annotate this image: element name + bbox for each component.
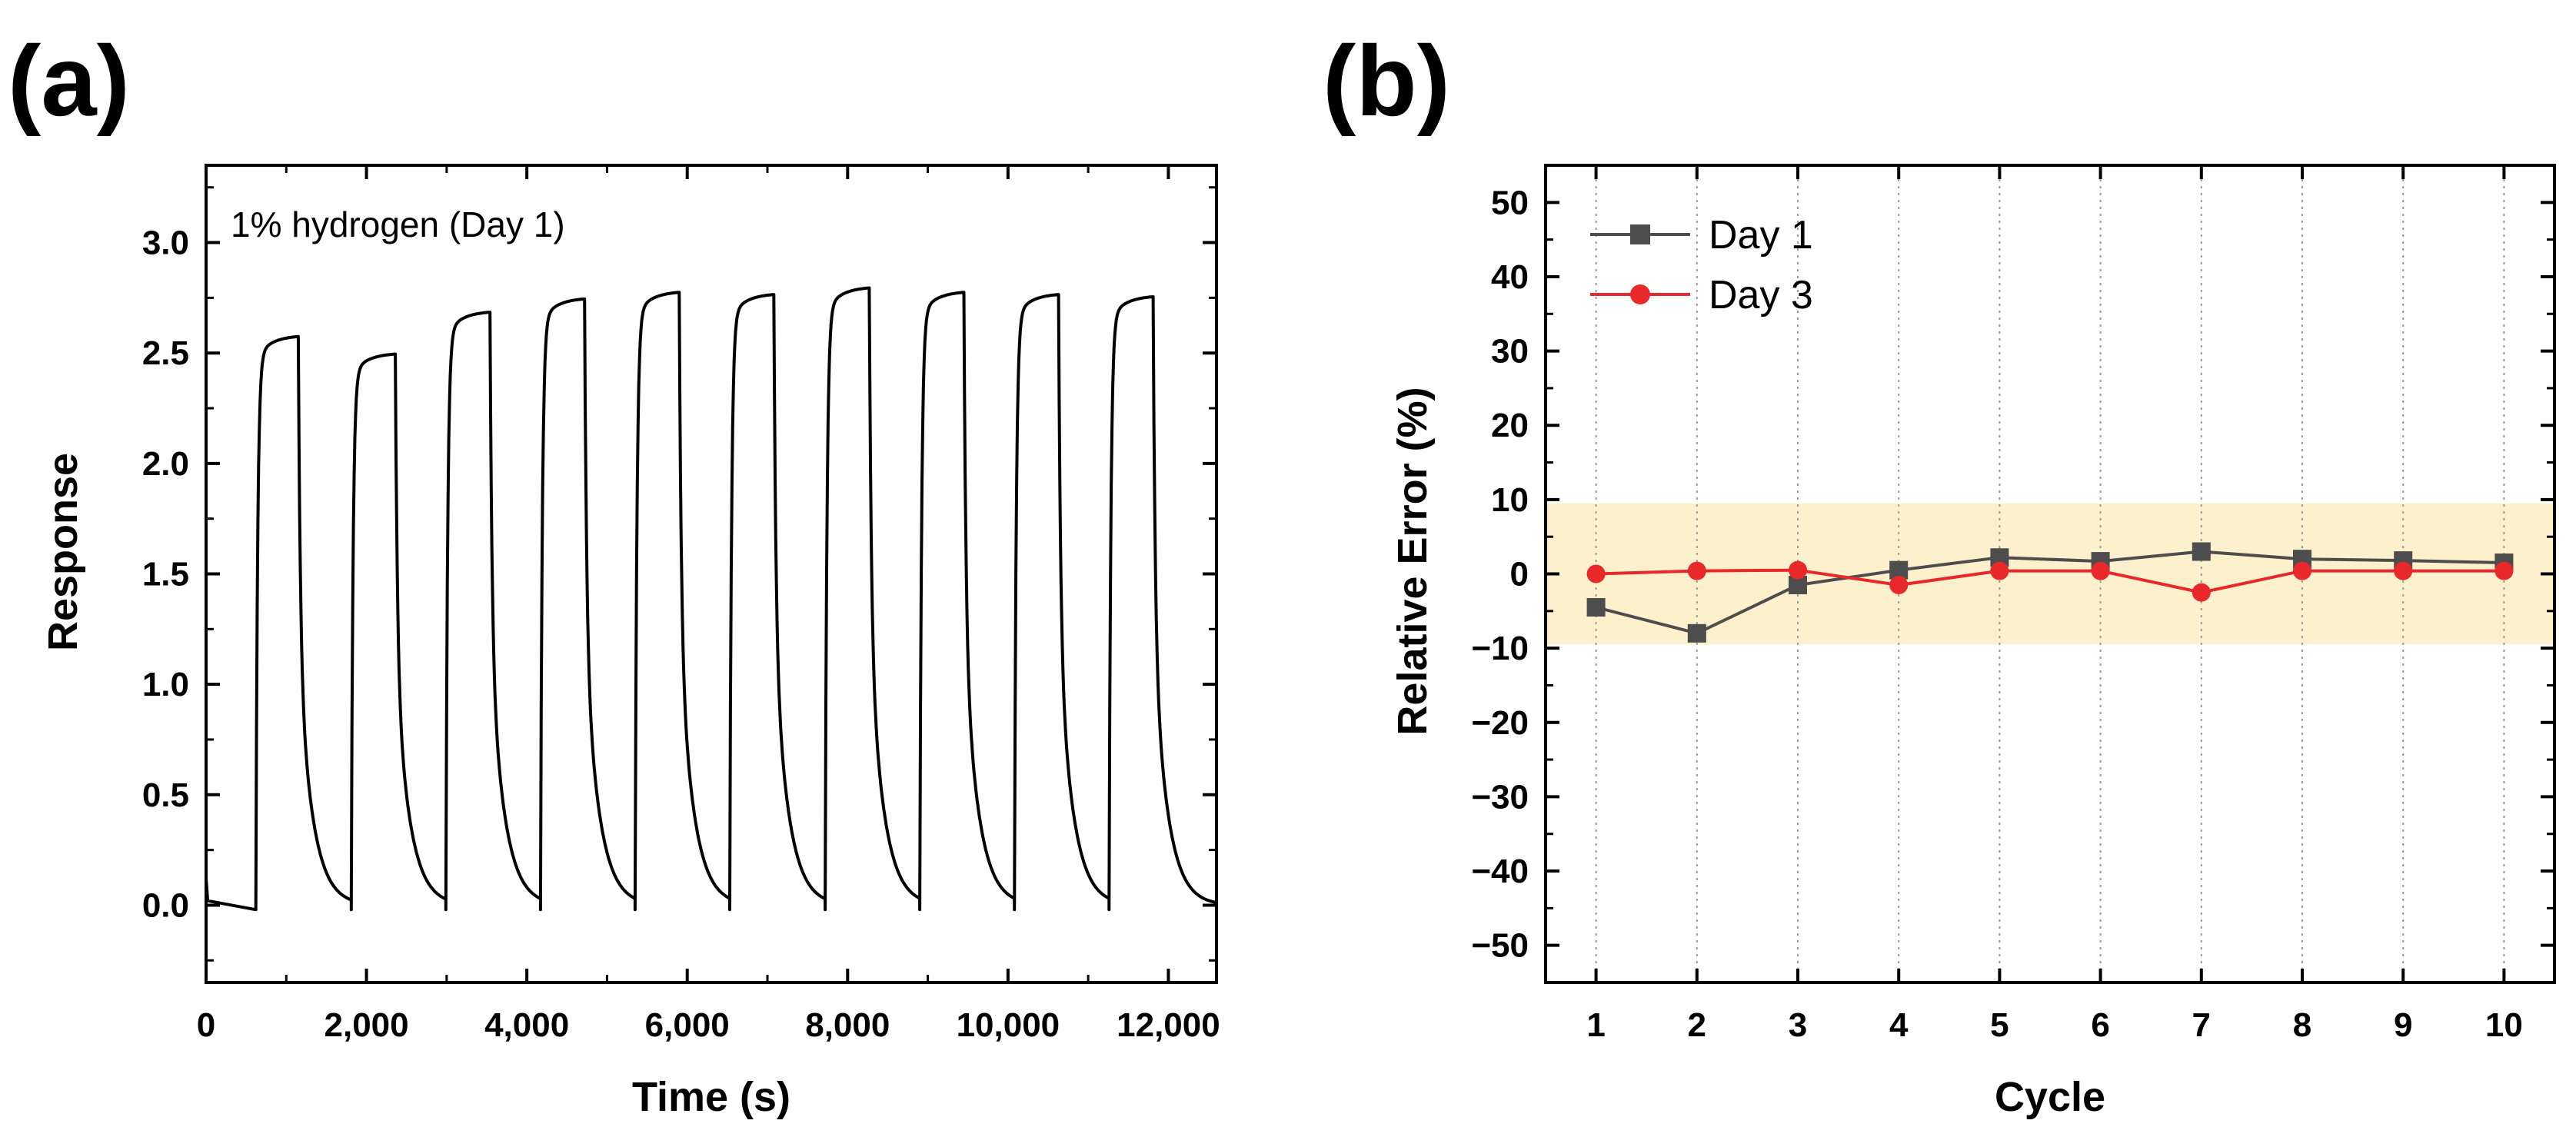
series-day3-point: [2192, 583, 2211, 602]
chart-a-x-tick-label: 10,000: [957, 1006, 1060, 1044]
chart-b-x-tick-label: 3: [1789, 1006, 1807, 1044]
chart-b-ticks: 1 2 3 4 5 6 7 8 9 10 −50 −40 −30 −20 −10 0 10 20 30 40 50: [1471, 165, 2554, 1044]
chart-b-x-tick-label: 5: [1990, 1006, 2009, 1044]
chart-b-y-tick-label: 10: [1491, 481, 1529, 519]
chart-a-y-tick-label: 2.0: [142, 445, 189, 483]
chart-b-y-tick-label: 40: [1491, 258, 1529, 296]
chart-b-x-tick-label: 1: [1586, 1006, 1605, 1044]
panel-a-label: (a): [8, 25, 130, 137]
chart-a-response-line: [205, 286, 1217, 912]
chart-a-ticks: 0 2,000 4,000 6,000 8,000 10,000 12,000 0.0 0.5 1…: [142, 165, 1220, 1044]
chart-a-y-tick-label: 0.5: [142, 776, 189, 814]
legend-day1-marker: [1630, 224, 1650, 244]
chart-b-tolerance-band: [1546, 503, 2554, 645]
chart-b-legend: Day 1 Day 3: [1590, 213, 1813, 317]
chart-a-annotation: 1% hydrogen (Day 1): [231, 204, 565, 244]
chart-a-x-tick-label: 4,000: [484, 1006, 569, 1044]
chart-b-x-tick-label: 10: [2485, 1006, 2523, 1044]
series-day3-point: [1687, 561, 1706, 580]
series-day1-line: [1596, 550, 2504, 635]
chart-a-x-tick-label: 2,000: [324, 1006, 409, 1044]
chart-b-y-tick-label: 50: [1491, 184, 1529, 221]
chart-b-y-tick-label: −30: [1471, 778, 1529, 816]
series-day3-point: [2091, 561, 2110, 580]
series-day1-point: [1687, 623, 1706, 643]
chart-a-x-tick-label: 8,000: [805, 1006, 890, 1044]
chart-b-x-tick-label: 8: [2293, 1006, 2311, 1044]
series-day3-point: [2494, 561, 2514, 580]
chart-a-y-tick-label: 0.0: [142, 886, 189, 924]
chart-a-y-tick-label: 2.5: [142, 334, 189, 372]
legend-day3-label: Day 3: [1709, 273, 1813, 317]
chart-b: 1 2 3 4 5 6 7 8 9 10 −50 −40 −30 −20 −10 0 10 20 30 40 50 Da…: [1390, 164, 2556, 1120]
chart-a-y-tick-label: 1.5: [142, 556, 189, 593]
chart-b-x-tick-label: 2: [1688, 1006, 1706, 1044]
series-day1-point: [2192, 542, 2211, 561]
chart-a-x-tick-label: 12,000: [1117, 1006, 1220, 1044]
chart-b-y-tick-label: 30: [1491, 333, 1529, 371]
chart-b-y-tick-label: 20: [1491, 407, 1529, 444]
chart-a: 1% hydrogen (Day 1) 0 2,000 4,000 6,000 8,00…: [40, 164, 1220, 1120]
series-day3-point: [2394, 561, 2413, 580]
chart-a-y-tick-label: 1.0: [142, 666, 189, 703]
series-day3-line: [1596, 568, 2504, 594]
chart-b-x-tick-label: 9: [2394, 1006, 2412, 1044]
chart-b-y-tick-label: −10: [1471, 630, 1529, 667]
legend-day1-label: Day 1: [1709, 213, 1813, 258]
chart-b-y-axis-title: Relative Error (%): [1390, 387, 1436, 735]
series-day3-point: [2293, 561, 2311, 580]
series-day3-point: [1990, 561, 2009, 580]
chart-b-series: [1586, 542, 2514, 643]
chart-b-x-tick-label: 7: [2192, 1006, 2211, 1044]
chart-a-y-axis-title: Response: [40, 453, 86, 651]
panel-b-label: (b): [1323, 25, 1450, 137]
chart-a-x-tick-label: 0: [197, 1006, 215, 1044]
chart-b-y-tick-label: −50: [1471, 927, 1529, 965]
chart-b-y-tick-label: −20: [1471, 704, 1529, 742]
series-day3-point: [1889, 575, 1909, 594]
series-day1-point: [1586, 597, 1606, 617]
legend-day3-marker: [1630, 284, 1650, 304]
chart-b-y-tick-label: −40: [1471, 853, 1529, 890]
chart-a-y-tick-label: 3.0: [142, 224, 189, 262]
series-day3-point: [1586, 564, 1606, 583]
series-day3-point: [1789, 560, 1807, 580]
chart-b-x-tick-label: 6: [2091, 1006, 2109, 1044]
chart-b-y-tick-label: 0: [1510, 556, 1529, 593]
chart-a-x-tick-label: 6,000: [645, 1006, 730, 1044]
chart-a-x-axis-title: Time (s): [632, 1074, 790, 1120]
chart-b-x-tick-label: 4: [1889, 1006, 1909, 1044]
chart-b-x-axis-title: Cycle: [1995, 1074, 2105, 1120]
